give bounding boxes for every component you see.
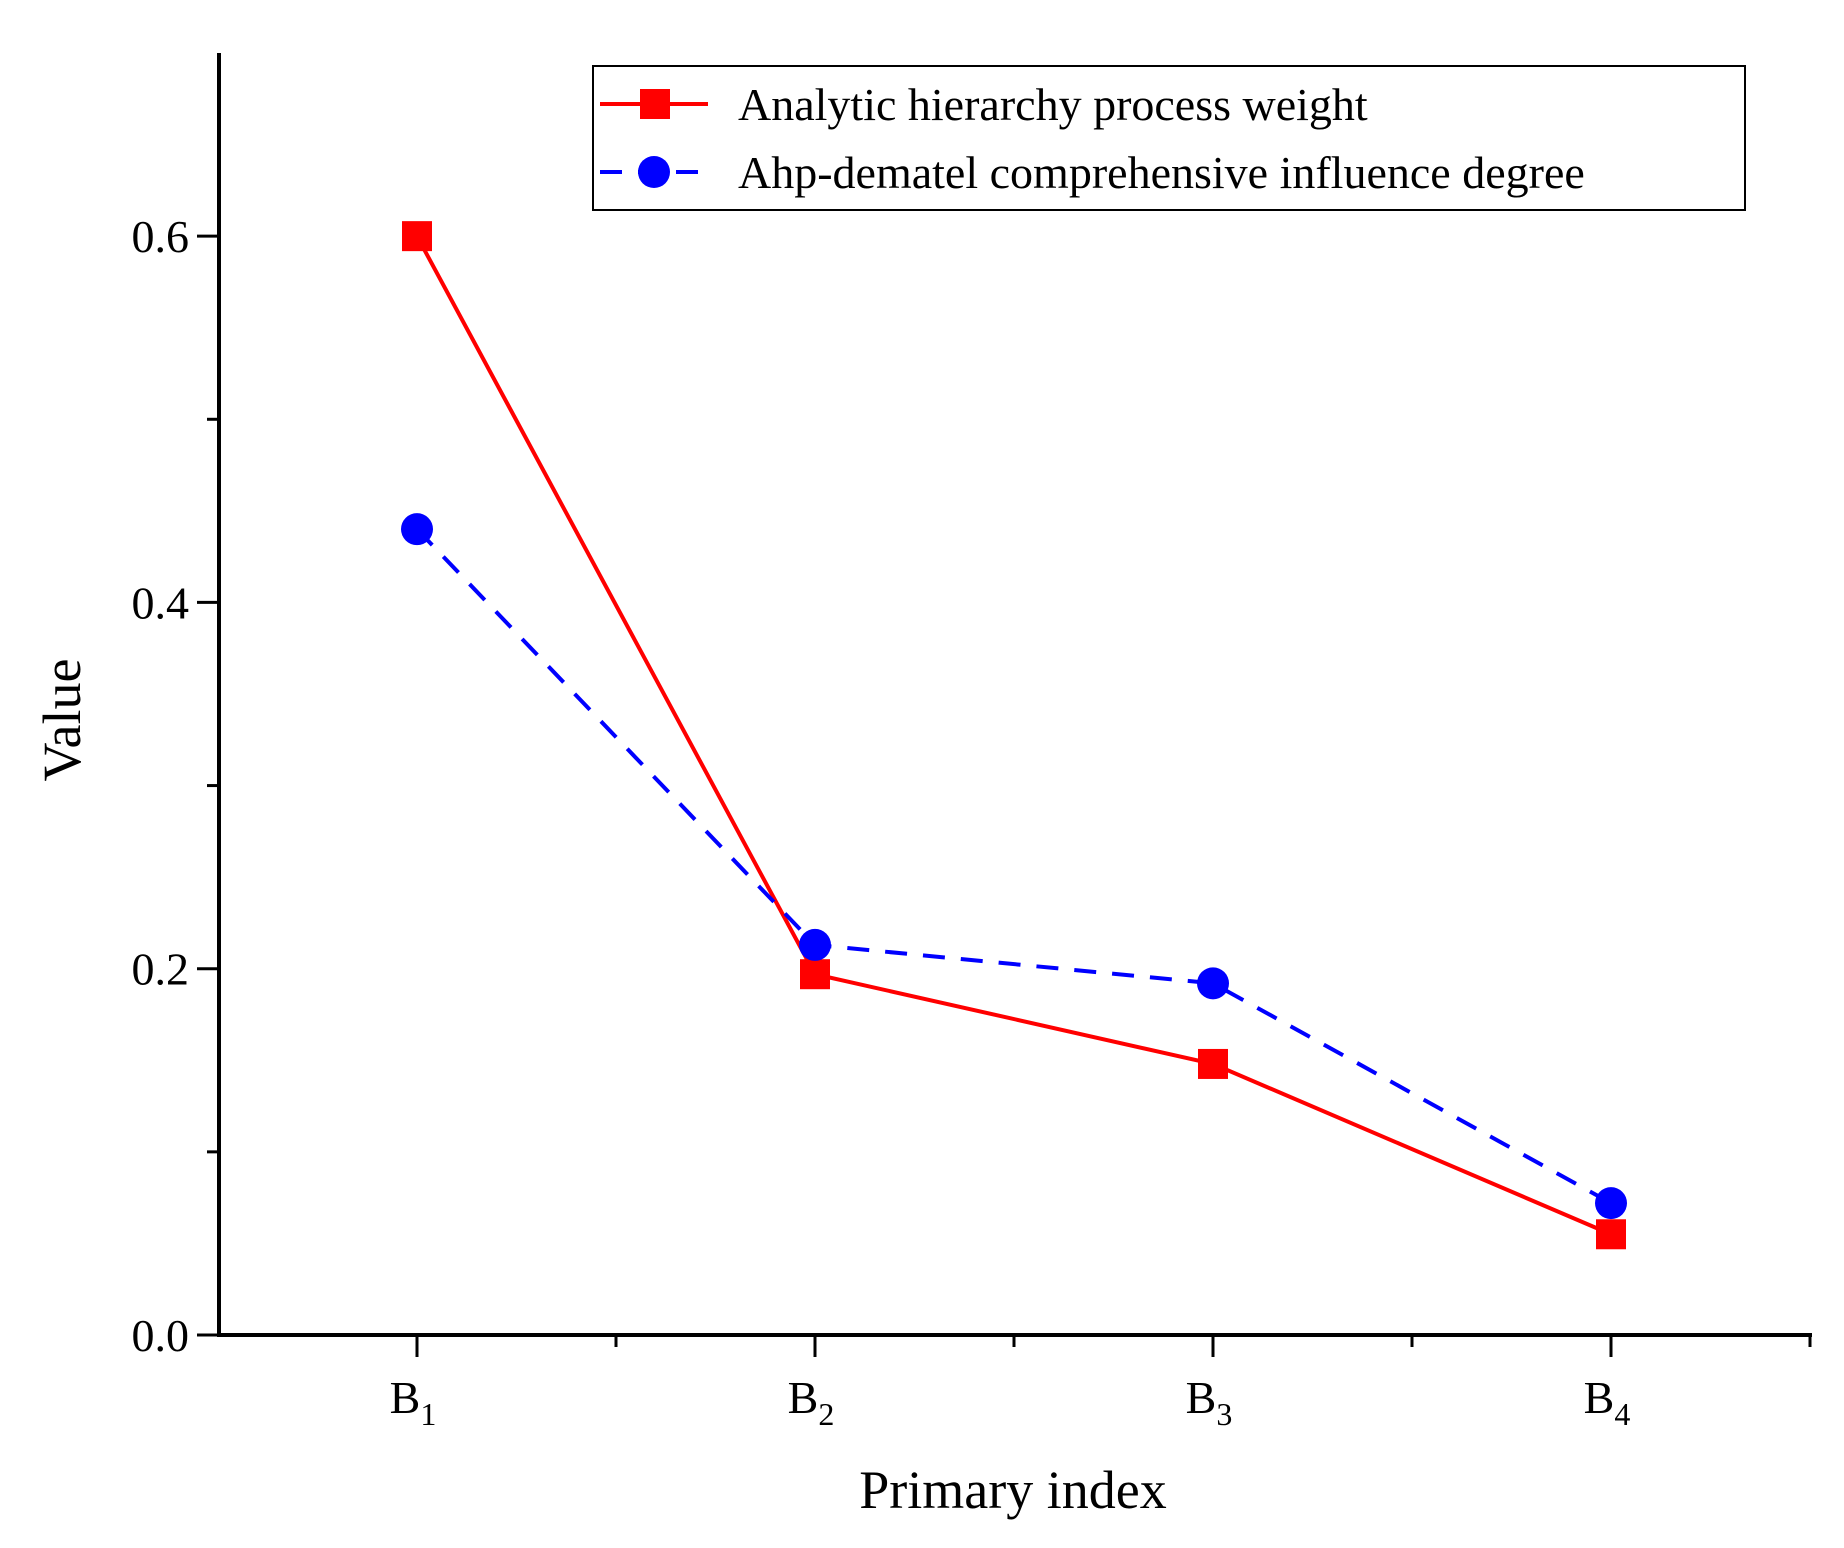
x-tick-base: B — [788, 1372, 819, 1423]
x-tick-subscript: 1 — [420, 1396, 436, 1432]
x-tick-subscript: 2 — [818, 1396, 834, 1432]
legend-label-2: Ahp-dematel comprehensive influence degr… — [738, 147, 1585, 198]
x-tick-label: B2 — [788, 1372, 835, 1432]
legend-marker-2 — [638, 156, 670, 188]
x-tick-base: B — [1186, 1372, 1217, 1423]
x-tick-label: B3 — [1186, 1372, 1233, 1432]
series-1-point — [1198, 1048, 1228, 1079]
x-axis-title: Primary index — [859, 1460, 1166, 1520]
axes — [217, 53, 1812, 1337]
x-tick-base: B — [1584, 1372, 1615, 1423]
x-tick-base: B — [390, 1372, 421, 1423]
series-2-point — [401, 513, 433, 546]
x-tick-subscript: 3 — [1216, 1396, 1232, 1432]
legend-label-1: Analytic hierarchy process weight — [738, 79, 1368, 130]
series-line-1 — [415, 235, 1612, 1237]
y-ticks: 0.0 0.2 0.4 0.6 — [132, 211, 219, 1361]
series-line-2 — [415, 527, 1612, 1205]
y-axis-title: Value — [32, 659, 92, 782]
legend-marker-1 — [640, 89, 670, 119]
y-tick-label: 0.6 — [132, 211, 190, 262]
x-tick-label: B4 — [1584, 1372, 1631, 1432]
legend: Analytic hierarchy process weight Ahp-dem… — [592, 65, 1746, 211]
legend-box — [592, 65, 1746, 211]
series-1-point — [1596, 1219, 1626, 1250]
y-tick-label: 0.0 — [132, 1310, 190, 1361]
series-1-point — [402, 221, 432, 252]
x-tick-subscript: 4 — [1614, 1396, 1630, 1432]
series-2-point — [1595, 1187, 1627, 1220]
series-2-point — [799, 928, 831, 961]
x-ticks: B1 B2 B3 B4 — [390, 1335, 1812, 1432]
series-2-point — [1197, 967, 1229, 1000]
y-tick-label: 0.4 — [132, 577, 190, 628]
legend-items: Analytic hierarchy process weight Ahp-dem… — [600, 79, 1585, 198]
y-tick-label: 0.2 — [132, 944, 190, 995]
series-layer — [401, 221, 1627, 1250]
series-1-point — [800, 959, 830, 990]
x-tick-label: B1 — [390, 1372, 437, 1432]
